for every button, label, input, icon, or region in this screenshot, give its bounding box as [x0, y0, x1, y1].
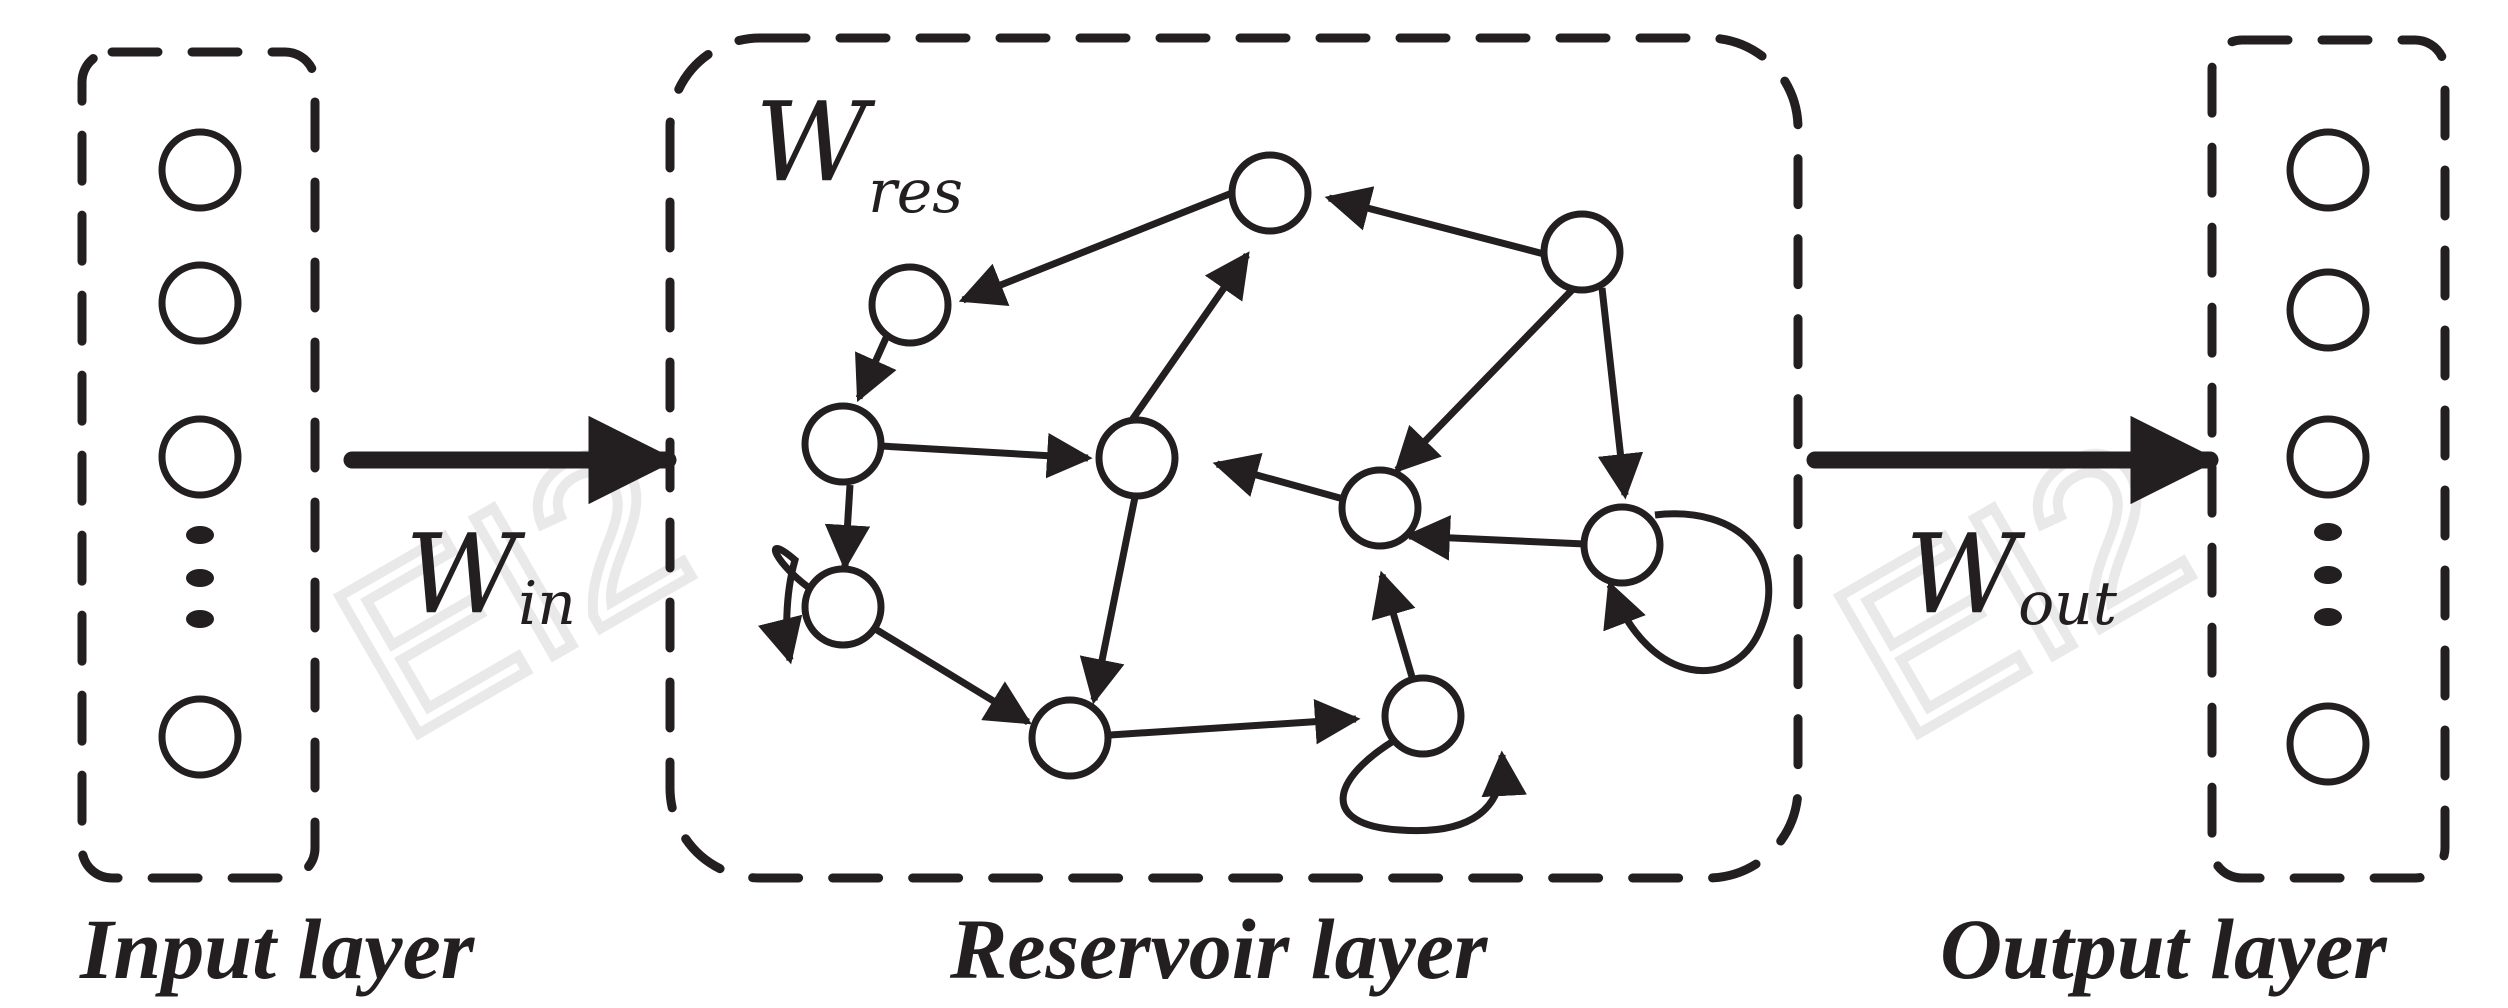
edge-n3-n6 [1393, 286, 1576, 474]
reservoir-layer-caption: Reservoir layer [949, 901, 1489, 997]
output-node-4 [2286, 702, 2370, 786]
self-loop-n8 [758, 545, 817, 665]
input-node-3 [158, 415, 242, 499]
w-res-label: Wres [755, 78, 963, 227]
w-res-subscript: res [868, 157, 963, 227]
w-in-symbol: W [405, 510, 526, 638]
input-layer [77, 47, 320, 883]
w-out-label: Wout [1905, 510, 2118, 639]
edge-n4-n5 [880, 432, 1093, 479]
self-loop-n10 [1339, 737, 1527, 835]
reservoir-node-7 [1580, 503, 1664, 587]
edge-n3-n2 [1324, 186, 1545, 258]
output-ellipsis-dot-2 [2314, 566, 2342, 584]
input-layer-box [77, 47, 320, 883]
reservoir-edges [758, 186, 1773, 835]
edge-n1-n4 [855, 327, 897, 403]
w-res-symbol: W [755, 78, 876, 206]
input-layer-caption: Input layer [79, 901, 476, 997]
reservoir-node-2 [1228, 151, 1312, 235]
input-ellipsis-dot-2 [186, 569, 214, 587]
edge-n2-n1 [958, 189, 1234, 307]
reservoir-node-3 [1540, 210, 1624, 294]
edge-n6-n5 [1212, 453, 1348, 504]
output-layer-box [2207, 35, 2450, 883]
self-loop-n7 [1603, 510, 1773, 674]
w-in-label: Win [405, 510, 576, 639]
reservoir-node-9 [1028, 696, 1112, 780]
edge-n9-n10 [1109, 698, 1361, 745]
output-ellipsis-dot-3 [2314, 608, 2342, 626]
reservoir-nodes [801, 151, 1664, 780]
output-ellipsis-dot-1 [2314, 523, 2342, 541]
reservoir-node-6 [1338, 466, 1422, 550]
reservoir-layer: Wres [665, 33, 1803, 883]
input-node-4 [158, 695, 242, 779]
edge-n7-n6 [1404, 515, 1586, 561]
output-node-3 [2286, 415, 2370, 499]
output-node-1 [2286, 128, 2370, 212]
w-out-subscript: out [2018, 569, 2118, 639]
edge-n4-n8 [824, 484, 871, 571]
edge-n3-n7 [1597, 287, 1644, 500]
input-node-2 [158, 261, 242, 345]
edge-n8-n9 [875, 627, 1032, 725]
output-layer-caption: Output layer [1940, 901, 2388, 997]
reservoir-layer-box [665, 33, 1803, 883]
reservoir-node-1 [868, 263, 952, 347]
edge-n10-n6 [1371, 570, 1416, 678]
reservoir-node-5 [1095, 416, 1179, 500]
reservoir-node-8 [801, 565, 885, 649]
output-node-2 [2286, 268, 2370, 352]
w-in-subscript: in [518, 569, 576, 639]
edge-n5-n9 [1079, 496, 1139, 705]
reservoir-node-4 [801, 402, 885, 486]
output-layer [2207, 35, 2450, 883]
input-ellipsis-dot-1 [186, 526, 214, 544]
w-out-symbol: W [1905, 510, 2026, 638]
input-node-1 [158, 128, 242, 212]
reservoir-node-10 [1381, 674, 1465, 758]
edge-n5-n2 [1129, 251, 1250, 423]
input-ellipsis-dot-3 [186, 610, 214, 628]
